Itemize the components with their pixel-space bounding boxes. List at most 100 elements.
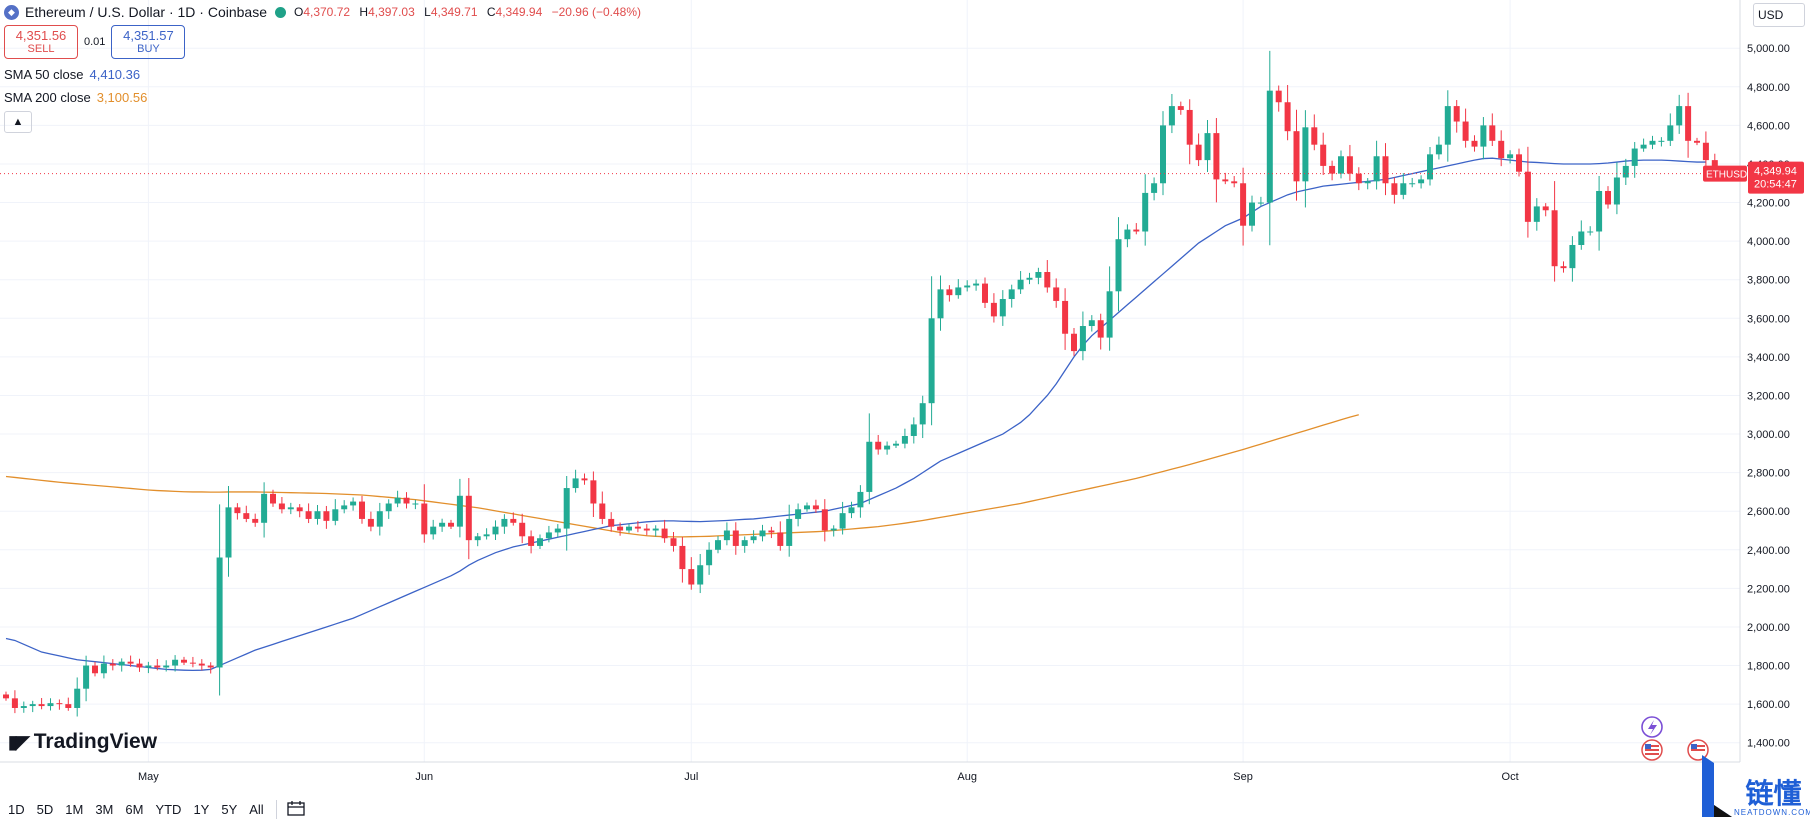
candle-body bbox=[198, 663, 205, 666]
candle-body bbox=[1071, 333, 1077, 352]
brand-name: TradingView bbox=[33, 730, 158, 753]
price-axis: 1,400.00 1,600.00 1,800.00 2,000.00 2,200.00… bbox=[1747, 43, 1790, 749]
range-5y[interactable]: 5Y bbox=[221, 802, 238, 817]
us-flag-icon-2[interactable] bbox=[1687, 739, 1709, 761]
y-tick-label: 3,400.00 bbox=[1747, 352, 1790, 364]
candle-body bbox=[385, 503, 392, 512]
candle-body bbox=[723, 530, 730, 541]
buy-price: 4,351.57 bbox=[123, 27, 174, 43]
candle-body bbox=[928, 318, 935, 404]
candle-body bbox=[1160, 125, 1166, 184]
candle-body bbox=[697, 565, 704, 585]
candle-body bbox=[999, 299, 1006, 317]
range-1m[interactable]: 1M bbox=[65, 802, 84, 817]
us-flag-icon[interactable] bbox=[1641, 739, 1663, 761]
candle-body bbox=[1168, 106, 1175, 126]
candle-body bbox=[154, 665, 161, 668]
candle-body bbox=[1195, 144, 1202, 161]
range-6m[interactable]: 6M bbox=[125, 802, 144, 817]
candle-body bbox=[3, 694, 9, 699]
x-tick-label: Jun bbox=[415, 771, 433, 783]
candle-body bbox=[964, 285, 971, 288]
candle-body bbox=[973, 283, 980, 286]
sma50-value: 4,410.36 bbox=[89, 67, 141, 82]
y-tick-label: 1,600.00 bbox=[1747, 699, 1790, 711]
range-selector: 1D 5D 1M 3M 6M YTD 1Y 5Y All bbox=[8, 800, 305, 819]
range-ytd[interactable]: YTD bbox=[155, 802, 182, 817]
watermark-logo-icon bbox=[1702, 755, 1732, 817]
candle-body bbox=[1400, 183, 1407, 195]
candle-body bbox=[225, 507, 232, 558]
currency-label: USD bbox=[1758, 8, 1784, 22]
sma50-legend[interactable]: SMA 50 close 4,410.36 bbox=[4, 67, 647, 82]
candle-body bbox=[189, 662, 196, 664]
candle-body bbox=[1231, 181, 1238, 184]
range-5d[interactable]: 5D bbox=[36, 802, 54, 817]
candle-body bbox=[643, 528, 650, 531]
candle-body bbox=[1462, 121, 1469, 141]
market-status-icon[interactable] bbox=[274, 6, 286, 18]
candle-body bbox=[581, 478, 588, 481]
candle-body bbox=[314, 511, 321, 519]
candle-body bbox=[777, 532, 784, 546]
candle-body bbox=[688, 569, 695, 585]
candle-body bbox=[1257, 202, 1264, 204]
candle-body bbox=[1453, 106, 1460, 122]
candle-body bbox=[1676, 106, 1683, 126]
range-1y[interactable]: 1Y bbox=[193, 802, 210, 817]
time-axis: May Jun Jul Aug Sep Oct bbox=[138, 771, 1519, 783]
candle-body bbox=[795, 509, 802, 519]
candle-body bbox=[83, 665, 90, 689]
candle-body bbox=[181, 659, 187, 663]
y-tick-label: 1,400.00 bbox=[1747, 738, 1790, 750]
x-tick-label: Sep bbox=[1233, 771, 1253, 783]
candle-body bbox=[234, 507, 241, 514]
candle-body bbox=[29, 704, 36, 707]
y-tick-label: 4,200.00 bbox=[1747, 198, 1790, 210]
candle-body bbox=[1427, 154, 1433, 180]
candle-body bbox=[92, 665, 98, 674]
candle-body bbox=[448, 522, 454, 527]
range-all[interactable]: All bbox=[249, 802, 264, 817]
range-1d[interactable]: 1D bbox=[8, 802, 25, 817]
sell-button[interactable]: 4,351.56 SELL bbox=[4, 25, 78, 59]
watermark-en: NEATDOWN.COM bbox=[1734, 808, 1810, 817]
x-tick-label: May bbox=[138, 771, 159, 783]
sma200-legend[interactable]: SMA 200 close 3,100.56 bbox=[4, 90, 647, 105]
candle-body bbox=[394, 497, 401, 504]
candle-body bbox=[732, 530, 739, 546]
candle-body bbox=[661, 528, 668, 539]
candle-body bbox=[1382, 156, 1389, 184]
trade-row: 4,351.56 SELL 0.01 4,351.57 BUY bbox=[4, 25, 647, 59]
candle-body bbox=[412, 503, 419, 505]
candle-body bbox=[56, 703, 63, 705]
candle-body bbox=[866, 441, 873, 492]
currency-selector[interactable]: USD bbox=[1753, 3, 1805, 27]
candle-body bbox=[1489, 125, 1496, 141]
close-label: C bbox=[486, 5, 496, 19]
buy-button[interactable]: 4,351.57 BUY bbox=[111, 25, 186, 59]
candle-body bbox=[982, 283, 988, 303]
candle-body bbox=[937, 289, 944, 319]
chevron-up-icon[interactable]: ▲ bbox=[4, 111, 32, 133]
lightning-icon[interactable] bbox=[1641, 716, 1663, 738]
candle-body bbox=[1524, 171, 1531, 222]
candle-body bbox=[1569, 244, 1576, 269]
candle-body bbox=[1516, 154, 1522, 172]
candle-body bbox=[1631, 148, 1638, 166]
candle-body bbox=[136, 663, 143, 668]
calendar-icon[interactable] bbox=[275, 800, 305, 819]
candle-body bbox=[207, 665, 214, 668]
watermark: 链懂 NEATDOWN.COM bbox=[1702, 755, 1810, 817]
tradingview-logo[interactable]: ▮◤ TradingView bbox=[8, 730, 157, 754]
symbol-tag bbox=[1703, 165, 1747, 182]
range-3m[interactable]: 3M bbox=[95, 802, 114, 817]
candle-body bbox=[1097, 320, 1104, 338]
symbol-title[interactable]: Ethereum / U.S. Dollar · 1D · Coinbase bbox=[25, 4, 267, 20]
candle-body bbox=[1444, 106, 1451, 145]
candle-body bbox=[1471, 140, 1478, 147]
sma200-line bbox=[5, 414, 1359, 538]
candle-body bbox=[261, 493, 268, 523]
high-value: 4,397.03 bbox=[368, 5, 415, 19]
